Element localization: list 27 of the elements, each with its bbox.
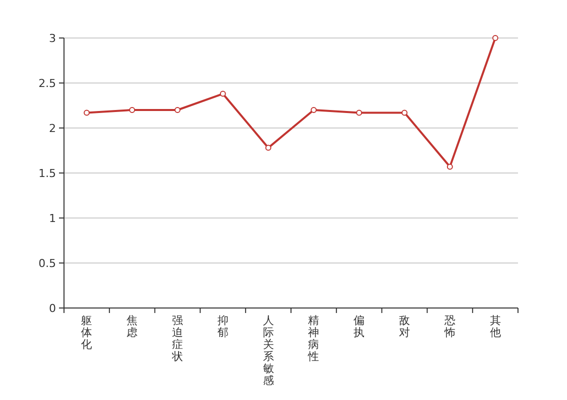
- x-tick-label: 人际关系敏感: [262, 314, 274, 387]
- point: [265, 144, 272, 151]
- x-tick-label: 焦虑: [126, 314, 138, 339]
- point: [310, 107, 317, 113]
- point: [356, 110, 362, 116]
- x-tick-label: 偏执: [354, 314, 365, 339]
- point: [446, 164, 453, 170]
- point: [402, 110, 408, 116]
- y-tick-label: 0: [49, 302, 56, 315]
- point: [492, 35, 498, 41]
- point: [174, 107, 180, 113]
- x-tick-label: 强迫症状: [171, 314, 183, 363]
- y-tick-label: 3: [49, 32, 56, 45]
- y-tick-label: 1.5: [38, 166, 56, 180]
- x-tick-label: 敌对: [399, 314, 410, 339]
- y-tick-label: 2: [49, 122, 56, 135]
- point: [129, 107, 136, 113]
- x-tick-label: 抑郁: [217, 314, 228, 339]
- x-tick-label: 其他: [490, 314, 501, 339]
- point: [84, 110, 90, 116]
- y-tick-label: 1: [49, 212, 56, 225]
- y-tick-label: 0.5: [38, 256, 56, 270]
- x-tick-label: 精神病性: [307, 314, 320, 363]
- x-tick-label: 恐怖: [443, 314, 456, 339]
- x-tick-label: 躯体化: [81, 314, 92, 351]
- point: [220, 90, 226, 97]
- y-tick-label: 2.5: [38, 76, 56, 90]
